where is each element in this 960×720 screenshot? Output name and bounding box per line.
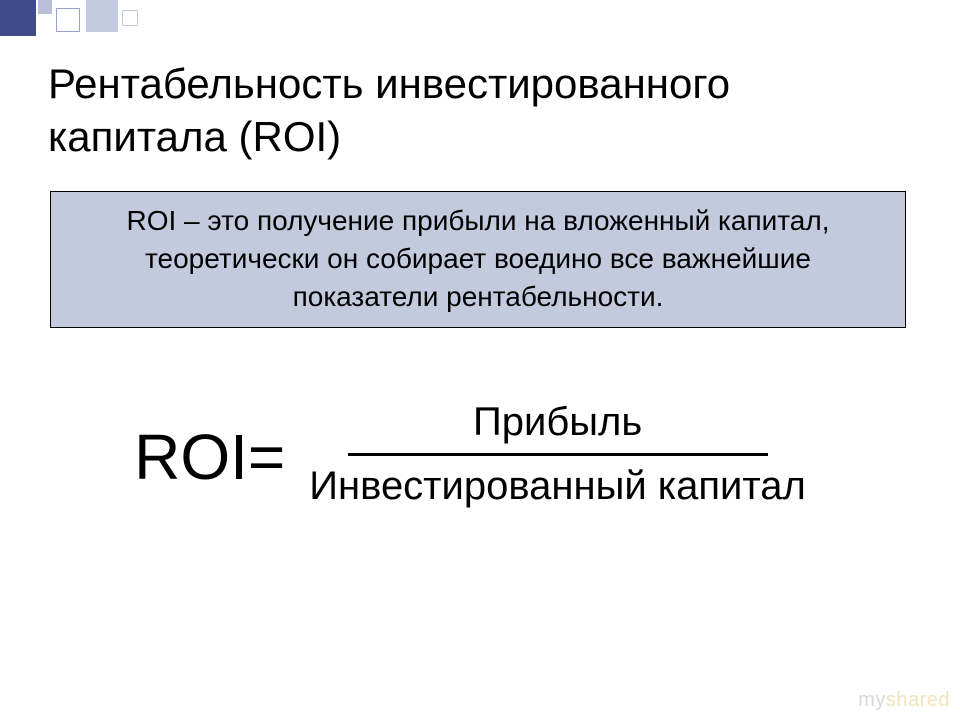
formula: ROI= Прибыль Инвестированный капитал [48,400,912,509]
slide-title: Рентабельность инвестированного капитала… [48,58,912,163]
decor-square [56,8,80,32]
formula-lhs: ROI= [134,425,285,489]
decor-square [0,0,36,36]
decor-square [38,0,52,14]
corner-decoration [0,0,180,50]
formula-denominator: Инвестированный капитал [309,456,806,509]
formula-numerator: Прибыль [473,400,642,453]
watermark-part1: my [858,689,886,711]
decor-square [122,10,138,26]
decor-square [86,0,118,32]
definition-text: ROI – это получение прибыли на вложенный… [127,205,830,312]
watermark: myshared [858,689,950,712]
slide: Рентабельность инвестированного капитала… [0,0,960,720]
formula-fraction: Прибыль Инвестированный капитал [309,400,806,509]
definition-box: ROI – это получение прибыли на вложенный… [50,191,906,328]
watermark-part2: shared [886,689,950,711]
